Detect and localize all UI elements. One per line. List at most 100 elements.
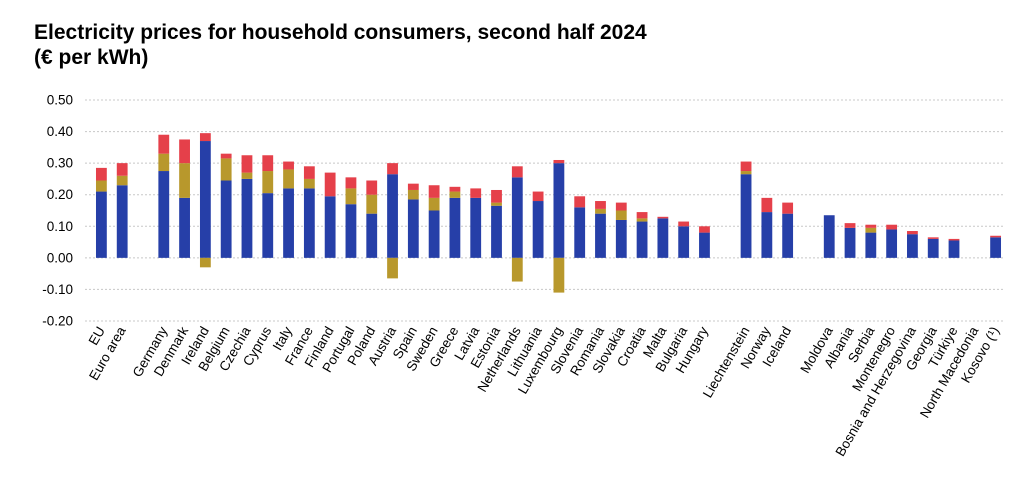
bar-serbia-network-costs (865, 227, 877, 233)
bar-ireland-network-costs (199, 257, 211, 268)
bar-croatia-network-costs (636, 218, 648, 222)
bar-hungary-energy-and-supply (699, 232, 710, 258)
bar-hungary-taxes-and-levies (699, 226, 710, 233)
bar-belgium-energy-and-supply (220, 180, 232, 258)
bar-portugal-network-costs (345, 188, 357, 205)
bar-albania-taxes-and-levies (844, 223, 856, 228)
bar-norway-taxes-and-levies (761, 197, 773, 213)
bar-euro-area-taxes-and-levies (116, 163, 128, 176)
bar-netherlands-energy-and-supply (511, 177, 523, 258)
bar-georgia-energy-and-supply (927, 238, 939, 258)
bar-albania-energy-and-supply (844, 227, 856, 258)
y-tick-label: 0.40 (47, 124, 73, 139)
bar-slovakia-taxes-and-levies (615, 202, 627, 211)
bar-slovakia-energy-and-supply (615, 219, 627, 258)
bar-spain-taxes-and-levies (407, 183, 419, 190)
bar-cyprus-energy-and-supply (262, 193, 274, 258)
bar-czechia-network-costs (241, 172, 253, 179)
bar-romania-network-costs (595, 208, 606, 214)
bar-kosovo-taxes-and-levies (990, 235, 1002, 238)
bar-latvia-taxes-and-levies (470, 188, 482, 198)
bar-cyprus-taxes-and-levies (262, 155, 274, 172)
bar-sweden-network-costs (428, 197, 440, 211)
y-tick-label: -0.20 (42, 314, 73, 329)
bar-eu-network-costs (95, 180, 107, 192)
bar-iceland-energy-and-supply (782, 213, 794, 258)
bar-portugal-taxes-and-levies (345, 177, 357, 189)
bar-eu-energy-and-supply (95, 191, 107, 258)
bar-liechtenstein-energy-and-supply (740, 174, 752, 258)
bar-czechia-taxes-and-levies (241, 155, 253, 173)
bar-greece-network-costs (449, 191, 461, 198)
bar-moldova-energy-and-supply (823, 215, 835, 258)
bar-ireland-taxes-and-levies (199, 133, 211, 142)
bar-belgium-taxes-and-levies (220, 153, 232, 159)
bar-slovenia-taxes-and-levies (574, 196, 586, 208)
subtitle-line: (€ per kWh) (34, 46, 149, 69)
bar-sweden-energy-and-supply (428, 210, 440, 258)
bar-denmark-network-costs (179, 163, 190, 198)
bar-bulgaria-energy-and-supply (678, 226, 690, 258)
y-axis-ticks: 0.50 0.40 0.30 0.20 0.10 0.00 -0.10 -0.20 (42, 93, 73, 329)
bar-serbia-energy-and-supply (865, 232, 877, 258)
bar-latvia-energy-and-supply (470, 197, 482, 258)
y-tick-label: 0.00 (47, 250, 73, 265)
bar-greece-taxes-and-levies (449, 186, 461, 192)
bar-czechia-energy-and-supply (241, 178, 253, 258)
bar-germany-energy-and-supply (158, 171, 170, 258)
bar-spain-energy-and-supply (407, 199, 419, 258)
bar-estonia-energy-and-supply (491, 205, 502, 258)
bar-ireland-energy-and-supply (199, 141, 211, 258)
bar-tu-rkiye-taxes-and-levies (948, 238, 960, 241)
bar-denmark-taxes-and-levies (179, 139, 190, 164)
bar-france-network-costs (303, 178, 315, 189)
bar-luxembourg-network-costs (553, 257, 565, 293)
bar-kosovo-energy-and-supply (990, 237, 1002, 258)
bar-georgia-taxes-and-levies (927, 237, 939, 239)
bar-finland-taxes-and-levies (324, 172, 336, 197)
title-line: Electricity prices for household consume… (34, 21, 647, 44)
bar-bulgaria-taxes-and-levies (678, 221, 690, 227)
chart-title: Electricity prices for household consume… (34, 20, 647, 70)
bar-lithuania-taxes-and-levies (532, 191, 544, 202)
bar-portugal-energy-and-supply (345, 204, 357, 258)
bar-serbia-taxes-and-levies (865, 224, 877, 228)
bar-bosnia-and-herzegovina-taxes-and-levies (907, 231, 918, 235)
bar-poland-energy-and-supply (366, 213, 378, 258)
bar-sweden-taxes-and-levies (428, 185, 440, 198)
bar-montenegro-taxes-and-levies (886, 224, 898, 230)
bar-bosnia-and-herzegovina-energy-and-supply (907, 234, 918, 258)
bar-france-taxes-and-levies (303, 166, 315, 179)
bar-netherlands-taxes-and-levies (511, 166, 523, 178)
bar-netherlands-network-costs (511, 257, 523, 282)
bar-italy-network-costs (283, 169, 294, 189)
bar-norway-energy-and-supply (761, 212, 773, 258)
y-tick-label: -0.10 (42, 282, 73, 297)
bar-poland-network-costs (366, 194, 378, 214)
y-tick-label: 0.30 (47, 156, 73, 171)
bar-euro-area-network-costs (116, 175, 128, 186)
bar-tu-rkiye-energy-and-supply (948, 240, 960, 258)
bar-slovakia-network-costs (615, 210, 627, 220)
bar-finland-energy-and-supply (324, 196, 336, 258)
bar-malta-taxes-and-levies (657, 216, 669, 219)
bar-malta-energy-and-supply (657, 218, 669, 258)
bar-austria-network-costs (387, 257, 398, 279)
bar-luxembourg-energy-and-supply (553, 163, 565, 258)
bar-estonia-network-costs (491, 202, 502, 206)
y-tick-label: 0.10 (47, 219, 73, 234)
bar-italy-energy-and-supply (283, 188, 294, 258)
bar-italy-taxes-and-levies (283, 161, 294, 170)
bar-cyprus-network-costs (262, 171, 274, 194)
bar-belgium-network-costs (220, 158, 232, 181)
bar-montenegro-energy-and-supply (886, 229, 898, 258)
bar-slovenia-energy-and-supply (574, 207, 586, 258)
bar-spain-network-costs (407, 189, 419, 200)
bar-austria-taxes-and-levies (387, 163, 398, 175)
bar-greece-energy-and-supply (449, 197, 461, 258)
bar-liechtenstein-taxes-and-levies (740, 161, 752, 172)
bar-croatia-taxes-and-levies (636, 212, 648, 219)
y-tick-label: 0.20 (47, 187, 73, 202)
